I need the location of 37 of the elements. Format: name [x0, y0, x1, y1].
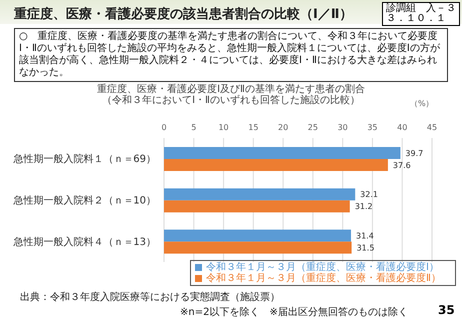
text: 診調組 入－３ — [386, 3, 456, 14]
data-label: 31.4 — [356, 232, 374, 241]
x-tick-label: 35 — [367, 123, 378, 132]
x-tick-label: 40 — [397, 123, 408, 132]
text: ３．１０．１ — [386, 13, 447, 24]
source-note: 出典：令和３年度入院医療等における実態調査（施設票） — [20, 290, 280, 304]
x-tick-label: 10 — [218, 123, 229, 132]
y-tick-label: 急性期一般入院料４（ｎ＝13） — [12, 236, 156, 248]
data-label: 31.5 — [356, 244, 374, 253]
bar — [164, 242, 352, 254]
text: 重症度、医療・看護必要度Ⅰ及びⅡの基準を満たす患者の割合 — [96, 84, 366, 95]
x-axis-title: （%） — [410, 98, 434, 109]
data-label: 39.7 — [405, 148, 424, 158]
bar — [164, 147, 400, 159]
x-tick-label: 15 — [248, 123, 258, 132]
x-tick-label: 45 — [426, 123, 438, 132]
text: （令和３年においてⅠ・Ⅱのいずれも回答した施設の比較） — [102, 95, 360, 106]
data-label: 37.6 — [392, 160, 411, 170]
bar — [164, 188, 356, 200]
data-label: 32.1 — [360, 190, 378, 200]
text: ※n=2以下を除く ※届出区分無回答のものは除く — [180, 306, 408, 319]
y-tick-label: 急性期一般入院料２（ｎ＝10） — [12, 194, 156, 207]
chart-title: 重症度、医療・看護必要度の該当患者割合の比較（Ⅰ／Ⅱ） — [14, 6, 352, 23]
bar — [164, 230, 352, 242]
x-tick-label: 20 — [278, 123, 288, 132]
legend-label: 令和３年１月～３月（重症度、医療・看護必要度Ⅰ） — [206, 262, 439, 273]
y-tick-label: 急性期一般入院料１（ｎ＝69） — [12, 153, 156, 166]
bar — [164, 200, 350, 212]
x-tick-label: 25 — [308, 123, 318, 132]
x-tick-label: 0 — [161, 123, 167, 132]
x-tick-label: 30 — [338, 123, 348, 132]
bar — [164, 159, 388, 171]
legend-label: 令和３年１月～３月（重症度、医療・看護必要度Ⅱ） — [206, 273, 441, 284]
data-label: 31.2 — [354, 202, 373, 212]
text: 35 — [438, 303, 455, 317]
chart-subtitle: ○ 重症度、医療・看護必要度の基準を満たす患者の割合について、令和３年において必要度Ⅰ・Ⅱのいずれも回答した施設の平均をみると、急性期一般入院料１については、必要度Ⅰの方が該当割合が高く、急性期一般入院料２・４については、必要度Ⅰ・Ⅱにおける大きな差はみられなかった。 — [14, 28, 448, 82]
x-tick-label: 5 — [191, 123, 196, 132]
